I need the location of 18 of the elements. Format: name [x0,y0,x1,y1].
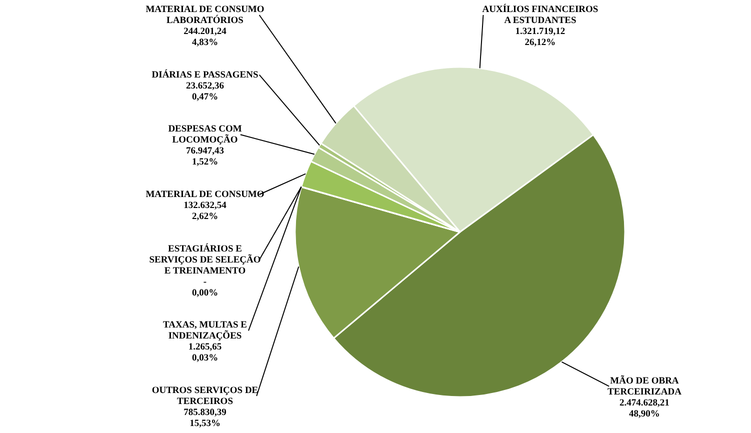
data-label: 244.201,24 4,83% [184,27,227,48]
category-label: ESTAGIÁRIOS E SERVIÇOS DE SELEÇÃO E TREINAMENTO [149,244,261,276]
slice-label: DESPESAS COM LOCOMOÇÃO [168,124,242,146]
slice-label: MATERIAL DE CONSUMO LABORATÓRIOS [146,5,264,26]
data-label: 1.265,65 0,03% [188,342,222,364]
data-label: 1.321.719,12 26,12% [515,27,566,48]
data-label: 2.474.628,21 48,90% [620,398,670,420]
slice-label: DIÁRIAS E PASSAGENS [152,68,258,80]
data-label: 785.830,39 15,53% [184,408,227,429]
slice-label: AUXÍLIOS FINANCEIROS A ESTUDANTES [482,3,598,26]
slice-label: OUTROS SERVIÇOS DE TERCEIROS [152,386,258,407]
data-label: 132.632,54 2,62% [184,201,227,222]
text: - 0,00% [192,277,218,298]
slice-label: MÃO DE OBRA TERCEIRIZADA [608,374,682,398]
data-label: 23.652,36 0,47% [186,81,224,102]
slice-label: MATERIAL DE CONSUMO [146,190,264,200]
data-label: 76.947,43 1,52% [186,146,224,168]
slice-label: TAXAS, MULTAS E INDENIZAÇÕES [162,320,248,342]
